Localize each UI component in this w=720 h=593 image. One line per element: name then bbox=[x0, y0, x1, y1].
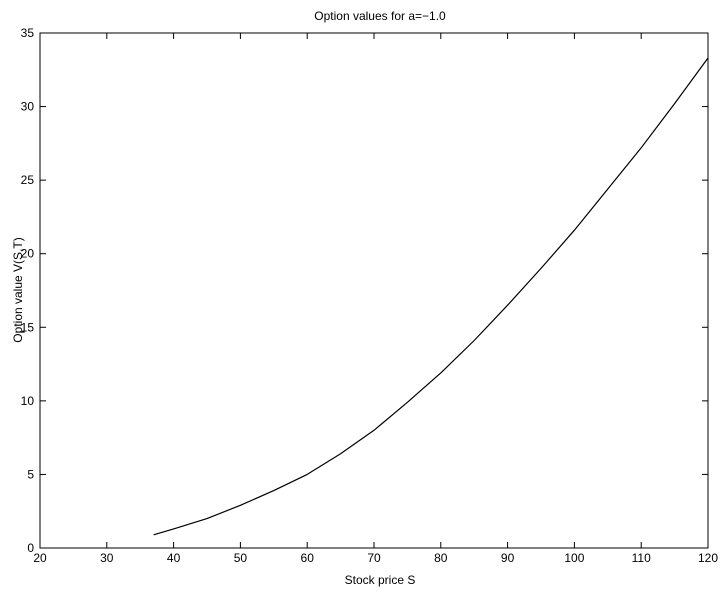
y-tick-label: 0 bbox=[27, 541, 34, 555]
y-tick-label: 30 bbox=[21, 100, 35, 114]
y-tick-label: 25 bbox=[21, 173, 35, 187]
x-tick-label: 110 bbox=[632, 551, 651, 565]
x-tick-label: 70 bbox=[367, 551, 381, 565]
x-tick-label: 100 bbox=[564, 551, 584, 565]
x-tick-label: 40 bbox=[167, 551, 181, 565]
y-tick-label: 5 bbox=[27, 467, 34, 481]
y-axis-label: Option value V(S,T) bbox=[11, 237, 25, 342]
y-axis-ticks: 0 5 10 15 20 25 30 35 bbox=[21, 26, 708, 555]
y-tick-label: 35 bbox=[21, 26, 35, 40]
x-tick-label: 60 bbox=[301, 551, 315, 565]
plot-area-frame bbox=[39, 32, 709, 549]
x-tick-label: 90 bbox=[501, 551, 515, 565]
x-tick-label: 120 bbox=[698, 551, 718, 565]
series-layer bbox=[153, 57, 709, 536]
x-tick-label: 20 bbox=[33, 551, 47, 565]
chart-title: Option values for a=−1.0 bbox=[314, 9, 446, 23]
x-axis-label: Stock price S bbox=[345, 573, 416, 587]
y-tick-label: 10 bbox=[21, 394, 35, 408]
series-line-0 bbox=[153, 57, 709, 536]
y-tick-label: 15 bbox=[21, 320, 35, 334]
x-tick-label: 80 bbox=[434, 551, 448, 565]
x-tick-label: 50 bbox=[234, 551, 248, 565]
y-tick-label: 20 bbox=[21, 247, 35, 261]
x-tick-label: 30 bbox=[100, 551, 114, 565]
x-axis-ticks: 20 30 40 50 60 70 80 90 100 110 120 bbox=[33, 33, 718, 565]
